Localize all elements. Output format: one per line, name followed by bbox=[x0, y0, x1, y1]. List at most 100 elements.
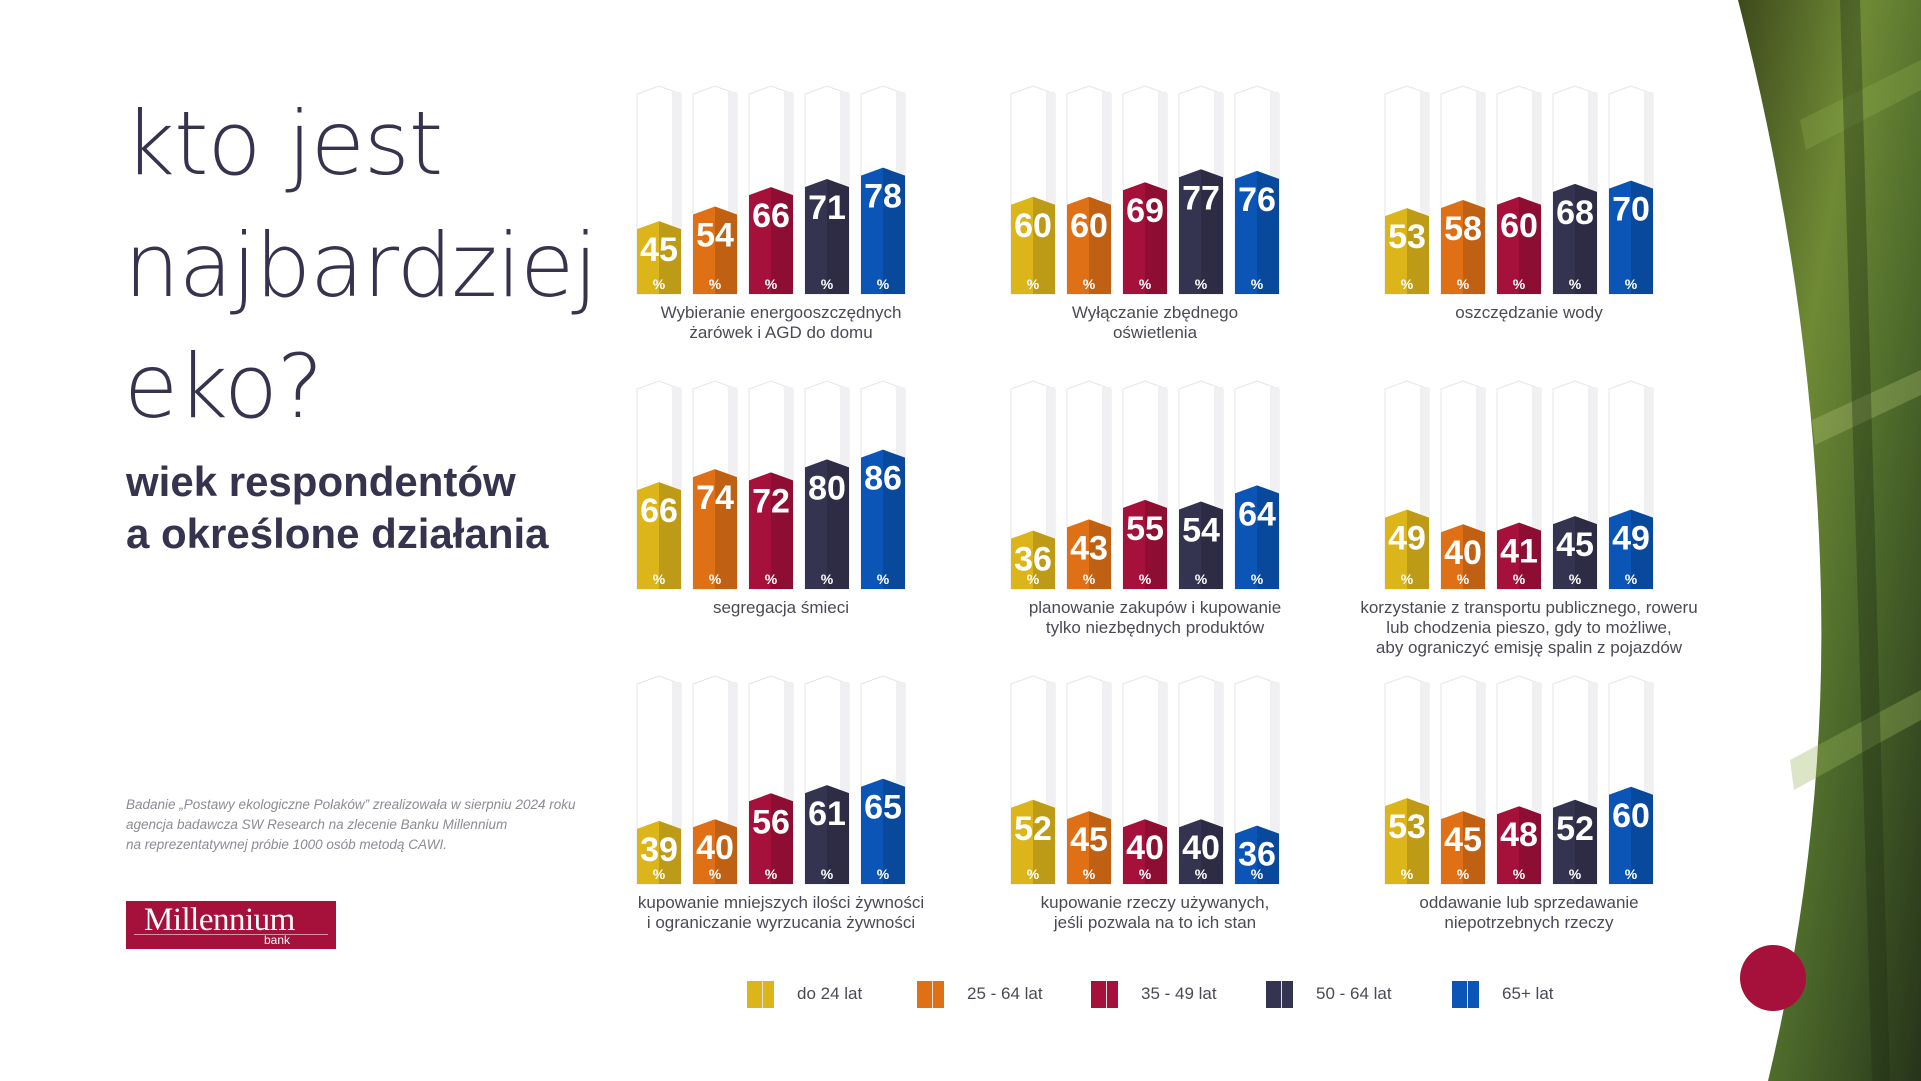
value-label: 60 bbox=[1612, 797, 1650, 835]
unit-label: % bbox=[1625, 571, 1638, 587]
bar-chart-svg: 39%40%56%61%65% bbox=[636, 675, 906, 885]
bar-shade bbox=[1575, 799, 1597, 884]
bar-shade bbox=[659, 482, 681, 589]
unit-label: % bbox=[877, 276, 890, 292]
bar-4 bbox=[1179, 501, 1223, 589]
survey-note-line-1: Badanie „Postawy ekologiczne Polaków” zr… bbox=[126, 797, 576, 812]
millennium-bank-logo: Millennium bank bbox=[126, 901, 336, 949]
value-label: 77 bbox=[1182, 179, 1220, 217]
caption-line: korzystanie z transportu publicznego, ro… bbox=[1360, 598, 1698, 617]
value-label: 49 bbox=[1388, 520, 1426, 558]
bar-4 bbox=[805, 785, 849, 884]
logo-sub: bank bbox=[264, 933, 291, 947]
value-label: 86 bbox=[864, 460, 902, 498]
legend-swatch bbox=[917, 981, 944, 1008]
value-label: 41 bbox=[1500, 533, 1538, 571]
bar-2 bbox=[693, 819, 737, 884]
subtitle-line-2: a określone działania bbox=[126, 510, 549, 557]
bar-3 bbox=[1123, 499, 1167, 589]
bar-background-shade bbox=[1214, 387, 1223, 589]
bar-background-shade bbox=[672, 682, 681, 884]
bar-background-shade bbox=[1476, 92, 1485, 294]
value-label: 39 bbox=[640, 831, 678, 869]
caption-line: oświetlenia bbox=[1112, 323, 1198, 342]
bar-1 bbox=[1011, 799, 1055, 884]
bar-chart-svg: 49%40%41%45%49% bbox=[1384, 380, 1654, 590]
bar-shade bbox=[1089, 519, 1111, 589]
bar-shade bbox=[1089, 196, 1111, 294]
bar-shade bbox=[771, 793, 793, 884]
unit-label: % bbox=[653, 571, 666, 587]
unit-label: % bbox=[877, 866, 890, 882]
unit-label: % bbox=[1027, 571, 1040, 587]
bar-3 bbox=[749, 472, 793, 589]
bar-shade bbox=[1033, 530, 1055, 589]
bar-shade bbox=[1145, 499, 1167, 589]
unit-label: % bbox=[1457, 866, 1470, 882]
bar-background-shade bbox=[1476, 682, 1485, 884]
bar-shade bbox=[1463, 524, 1485, 589]
unit-label: % bbox=[1401, 276, 1414, 292]
bar-background-shade bbox=[1046, 682, 1055, 884]
bar-background-shade bbox=[1588, 682, 1597, 884]
legend-swatch bbox=[1091, 981, 1118, 1008]
bar-5 bbox=[1609, 786, 1653, 884]
bar-shade bbox=[1145, 182, 1167, 294]
bar-background-shade bbox=[1158, 387, 1167, 589]
value-label: 52 bbox=[1556, 810, 1594, 848]
bar-4 bbox=[1179, 819, 1223, 884]
legend-swatch bbox=[1452, 981, 1479, 1008]
caption-line: żarówek i AGD do domu bbox=[689, 323, 873, 342]
bar-shade bbox=[1463, 200, 1485, 294]
value-label: 76 bbox=[1238, 181, 1276, 219]
caption-line: aby ograniczyć emisję spalin z pojazdów bbox=[1375, 638, 1683, 657]
bar-3 bbox=[1497, 806, 1541, 884]
bar-shade bbox=[771, 472, 793, 589]
caption-line: niepotrzebnych rzeczy bbox=[1444, 913, 1614, 932]
caption-line: planowanie zakupów i kupowanie bbox=[1028, 598, 1282, 617]
value-label: 36 bbox=[1014, 541, 1052, 579]
subtitle-line-1: wiek respondentów bbox=[126, 458, 516, 505]
bar-shade bbox=[771, 187, 793, 294]
chart-caption: kupowanie mniejszych ilości żywności i og… bbox=[596, 893, 966, 933]
caption-line: kupowanie rzeczy używanych, bbox=[1040, 893, 1270, 912]
bar-shade bbox=[1257, 485, 1279, 589]
bar-5 bbox=[1609, 509, 1653, 589]
value-label: 72 bbox=[752, 482, 790, 520]
bar-2 bbox=[1067, 196, 1111, 294]
bar-shade bbox=[1631, 509, 1653, 589]
caption-line: segregacja śmieci bbox=[712, 598, 850, 617]
bar-background-shade bbox=[1476, 387, 1485, 589]
title-line-1: kto jest bbox=[124, 92, 443, 195]
caption-line: kupowanie mniejszych ilości żywności bbox=[637, 893, 925, 912]
value-label: 65 bbox=[864, 789, 902, 827]
bar-shade bbox=[715, 469, 737, 589]
bar-background-shade bbox=[672, 387, 681, 589]
bar-1 bbox=[1011, 196, 1055, 294]
unit-label: % bbox=[765, 276, 778, 292]
chart-caption: Wyłączanie zbędnego oświetlenia bbox=[970, 303, 1340, 343]
legend-label: do 24 lat bbox=[797, 984, 863, 1003]
bar-chart-svg: 45% 54% 66% 71% 78% bbox=[636, 85, 906, 295]
value-label: 74 bbox=[696, 479, 734, 517]
bar-background-shade bbox=[1532, 387, 1541, 589]
bar-5 bbox=[1235, 825, 1279, 884]
bar-shade bbox=[883, 167, 905, 294]
bar-shade bbox=[1407, 509, 1429, 589]
bar-background-shade bbox=[840, 682, 849, 884]
bar-3 bbox=[749, 187, 793, 294]
value-label: 64 bbox=[1238, 495, 1276, 533]
bar-3 bbox=[1123, 819, 1167, 884]
caption-line: oszczędzanie wody bbox=[1455, 303, 1603, 322]
unit-label: % bbox=[821, 276, 834, 292]
bar-2 bbox=[1067, 811, 1111, 884]
value-label: 55 bbox=[1126, 510, 1164, 548]
bar-shade bbox=[1089, 811, 1111, 884]
value-label: 43 bbox=[1070, 529, 1108, 567]
bar-3 bbox=[1497, 196, 1541, 294]
bar-shade bbox=[715, 206, 737, 294]
unit-label: % bbox=[1513, 276, 1526, 292]
bar-shade bbox=[1145, 819, 1167, 884]
